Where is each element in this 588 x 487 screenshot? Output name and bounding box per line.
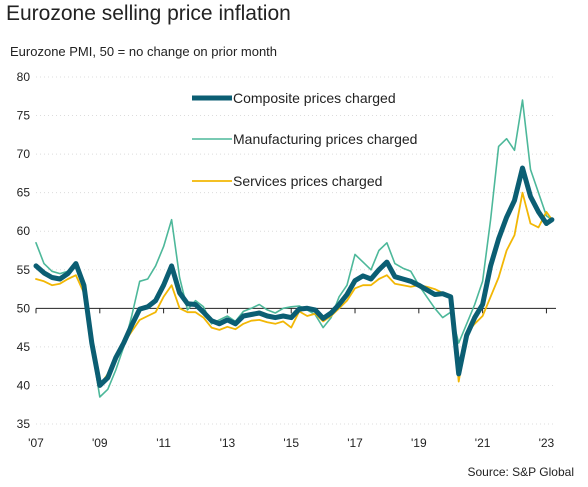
y-tick-label: 50 — [17, 301, 31, 315]
y-tick-label: 40 — [17, 378, 31, 392]
x-tick-label: '19 — [411, 436, 427, 450]
x-tick-label: '07 — [28, 436, 44, 450]
legend-label-0: Composite prices charged — [233, 90, 396, 106]
legend-label-2: Services prices charged — [233, 173, 382, 189]
x-tick-label: '15 — [283, 436, 299, 450]
x-tick-label: '21 — [475, 436, 491, 450]
source-note: Source: S&P Global — [467, 465, 574, 479]
x-tick-label: '23 — [539, 436, 555, 450]
y-tick-label: 35 — [17, 417, 31, 431]
y-tick-label: 55 — [17, 263, 31, 277]
series-lines — [33, 99, 555, 398]
y-tick-label: 45 — [17, 340, 31, 354]
chart-title: Eurozone selling price inflation — [6, 2, 291, 25]
series-line-1 — [35, 99, 553, 398]
y-tick-label: 60 — [17, 224, 31, 238]
x-tick-label: '09 — [92, 436, 108, 450]
x-tick-label: '17 — [347, 436, 363, 450]
y-axis-ticks: 35 40 45 50 55 60 65 70 75 80 — [17, 70, 31, 431]
series-line-0 — [33, 165, 555, 388]
y-tick-label: 65 — [17, 186, 31, 200]
x-tick-label: '11 — [156, 436, 171, 450]
chart-subtitle: Eurozone PMI, 50 = no change on prior mo… — [10, 44, 278, 59]
x-axis: '07 '09 '11 '13 '15 '17 '19 '21 '23 — [28, 307, 556, 450]
y-tick-label: 75 — [17, 109, 31, 123]
y-tick-label: 70 — [17, 147, 31, 161]
x-tick-label: '13 — [220, 436, 236, 450]
gridlines — [36, 76, 556, 425]
y-tick-label: 80 — [17, 70, 31, 84]
series-line-2 — [35, 191, 553, 387]
legend-label-1: Manufacturing prices charged — [233, 131, 417, 147]
legend: Composite prices charged Manufacturing pr… — [192, 90, 417, 189]
